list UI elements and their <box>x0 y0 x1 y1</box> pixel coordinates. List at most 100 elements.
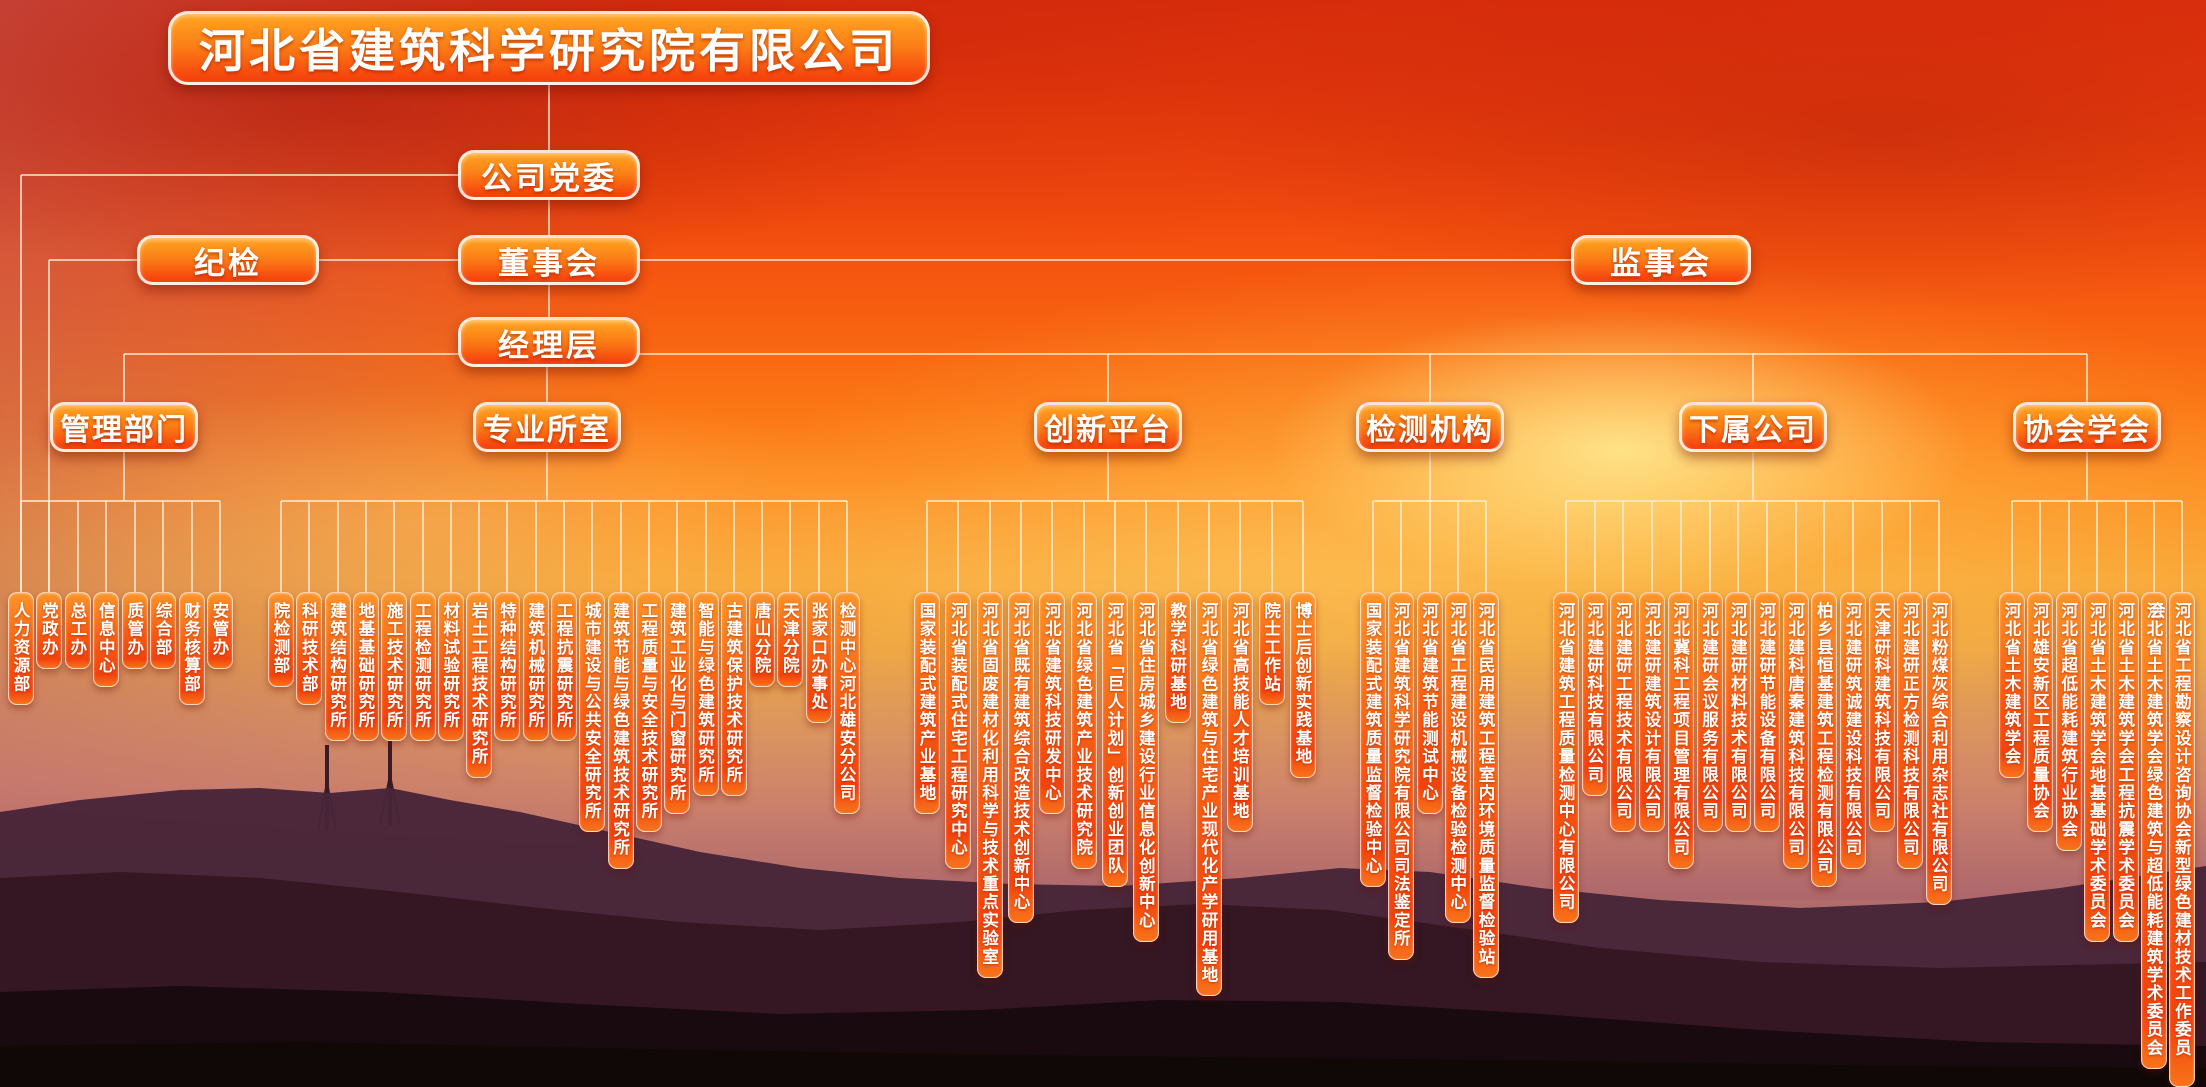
node-party-committee: 公司党委 <box>458 150 640 200</box>
org-leaf-testing-institutions: 河北省工程建设机械设备检验检测中心 <box>1444 592 1471 924</box>
group-header-associations: 协会学会 <box>2013 402 2161 452</box>
org-leaf-associations: 河北省超低能耗建筑行业协会 <box>2055 592 2082 851</box>
connector-line <box>846 501 848 592</box>
org-leaf-subsidiary-companies: 河北建研建筑设计有限公司 <box>1639 592 1666 833</box>
org-leaf-management-departments: 信息中心 <box>93 592 120 687</box>
connector-line <box>364 501 367 592</box>
org-leaf-subsidiary-companies: 河北粉煤灰综合利用杂志社有限公司 <box>1926 592 1953 906</box>
connector-line <box>817 501 820 592</box>
org-leaf-subsidiary-companies: 河北建研筑诚建设科技有限公司 <box>1840 592 1866 869</box>
connector-line <box>1622 501 1625 592</box>
connector-line <box>1737 501 1740 592</box>
org-leaf-management-departments: 安管办 <box>207 592 233 669</box>
org-leaf-subsidiary-companies: 河北建研会议服务有限公司 <box>1696 592 1723 833</box>
org-leaf-professional-institutes: 工程质量与安全技术研究所 <box>635 592 662 833</box>
connector-line <box>789 501 792 592</box>
org-leaf-innovation-platforms: 河北省「巨人计划」创新创业团队 <box>1101 592 1128 887</box>
connector-line <box>20 501 22 592</box>
org-leaf-professional-institutes: 天津分院 <box>777 592 804 687</box>
org-leaf-innovation-platforms: 河北省固废建材化利用科学与技术重点实验室 <box>976 592 1003 978</box>
connector-line <box>124 353 2087 355</box>
connector-line <box>133 501 136 592</box>
connector-line <box>1429 354 1431 402</box>
connector-line <box>1679 501 1682 592</box>
connector-line <box>48 501 51 592</box>
org-leaf-subsidiary-companies: 河北建研节能设备有限公司 <box>1753 592 1780 833</box>
org-leaf-testing-institutions: 河北省建筑节能测试中心 <box>1416 592 1443 815</box>
connector-line <box>1301 501 1304 592</box>
org-leaf-professional-institutes: 建筑节能与绿色建筑技术研究所 <box>607 592 634 869</box>
org-leaf-professional-institutes: 工程抗震研究所 <box>551 592 577 742</box>
connector-line <box>647 501 650 592</box>
org-leaf-management-departments: 人力资源部 <box>8 592 34 705</box>
connector-line <box>2086 354 2088 402</box>
org-leaf-subsidiary-companies: 河北建研材料技术有限公司 <box>1725 592 1752 833</box>
connector-line <box>704 501 707 592</box>
connector-line <box>563 501 565 592</box>
connector-line <box>591 501 594 592</box>
org-leaf-innovation-platforms: 国家装配式建筑产业基地 <box>914 592 940 815</box>
org-leaf-professional-institutes: 特种结构研究所 <box>494 592 521 742</box>
connector-line <box>1239 501 1242 592</box>
org-leaf-innovation-platforms: 河北省装配式住宅工程研究中心 <box>945 592 972 869</box>
org-leaf-subsidiary-companies: 天津研科建筑科技有限公司 <box>1868 592 1895 833</box>
connector-line <box>761 501 764 592</box>
connector-line <box>1051 501 1054 592</box>
connector-line <box>2067 501 2070 592</box>
company-title: 河北省建筑科学研究院有限公司 <box>168 11 930 85</box>
connector-line <box>1565 501 1567 592</box>
org-leaf-professional-institutes: 地基基础研究所 <box>352 592 379 742</box>
connector-line <box>1852 501 1854 592</box>
connector-line <box>1485 501 1487 592</box>
org-leaf-professional-institutes: 岩土工程技术研究所 <box>466 592 493 778</box>
org-leaf-management-departments: 党政办 <box>36 592 63 669</box>
connector-line <box>1456 501 1459 592</box>
connector-line <box>1765 501 1768 592</box>
connector-line <box>1880 501 1883 592</box>
group-header-management-departments: 管理部门 <box>50 402 198 452</box>
connector-line <box>1823 501 1826 592</box>
org-leaf-subsidiary-companies: 柏乡县恒基建筑工程检测有限公司 <box>1811 592 1838 887</box>
connector-line <box>478 501 481 592</box>
connector-line <box>546 354 548 402</box>
org-leaf-professional-institutes: 施工技术研究所 <box>381 592 408 742</box>
node-management-level: 经理层 <box>458 317 640 367</box>
connector-line <box>449 501 452 592</box>
org-leaf-professional-institutes: 建筑工业化与门窗研究所 <box>664 592 691 815</box>
connector-line <box>21 500 220 502</box>
org-leaf-professional-institutes: 城市建设与公共安全研究所 <box>579 592 606 833</box>
connector-line <box>1566 500 1940 502</box>
group-header-testing-institutions: 检测机构 <box>1356 402 1504 452</box>
connector-line <box>988 501 991 592</box>
connector-line <box>1107 354 1109 402</box>
org-leaf-associations: 河北省土木建筑学会地基基础学术委员会 <box>2084 592 2111 942</box>
connector-line <box>957 501 960 592</box>
org-leaf-professional-institutes: 建筑机械研究所 <box>522 592 549 742</box>
org-leaf-innovation-platforms: 河北省建筑科技研发中心 <box>1039 592 1066 815</box>
org-leaf-subsidiary-companies: 河北建科唐秦建筑科技有限公司 <box>1782 592 1809 869</box>
org-leaf-professional-institutes: 建筑结构研究所 <box>324 592 351 742</box>
connector-line <box>2039 501 2042 592</box>
org-leaf-professional-institutes: 科研技术部 <box>296 592 323 705</box>
org-leaf-professional-institutes: 材料试验研究所 <box>437 592 464 742</box>
connector-line <box>732 501 735 592</box>
connector-line <box>2181 501 2184 592</box>
connector-line <box>506 501 509 592</box>
org-leaf-innovation-platforms: 河北省既有建筑综合改造技术创新中心 <box>1007 592 1034 924</box>
connector-line <box>2124 501 2127 592</box>
connector-line <box>2096 501 2099 592</box>
org-leaf-innovation-platforms: 河北省住房城乡建设行业信息化创新中心 <box>1133 592 1160 942</box>
connector-line <box>1400 501 1403 592</box>
org-leaf-professional-institutes: 古建筑保护技术研究所 <box>720 592 747 796</box>
connector-line <box>20 175 22 592</box>
group-header-innovation-platforms: 创新平台 <box>1034 402 1182 452</box>
connector-line <box>162 501 165 592</box>
connector-line <box>1113 501 1116 592</box>
connector-line <box>123 354 125 402</box>
connector-line <box>1270 501 1273 592</box>
connector-line <box>546 452 548 501</box>
connector-line <box>21 174 549 176</box>
connector-line <box>336 501 339 592</box>
